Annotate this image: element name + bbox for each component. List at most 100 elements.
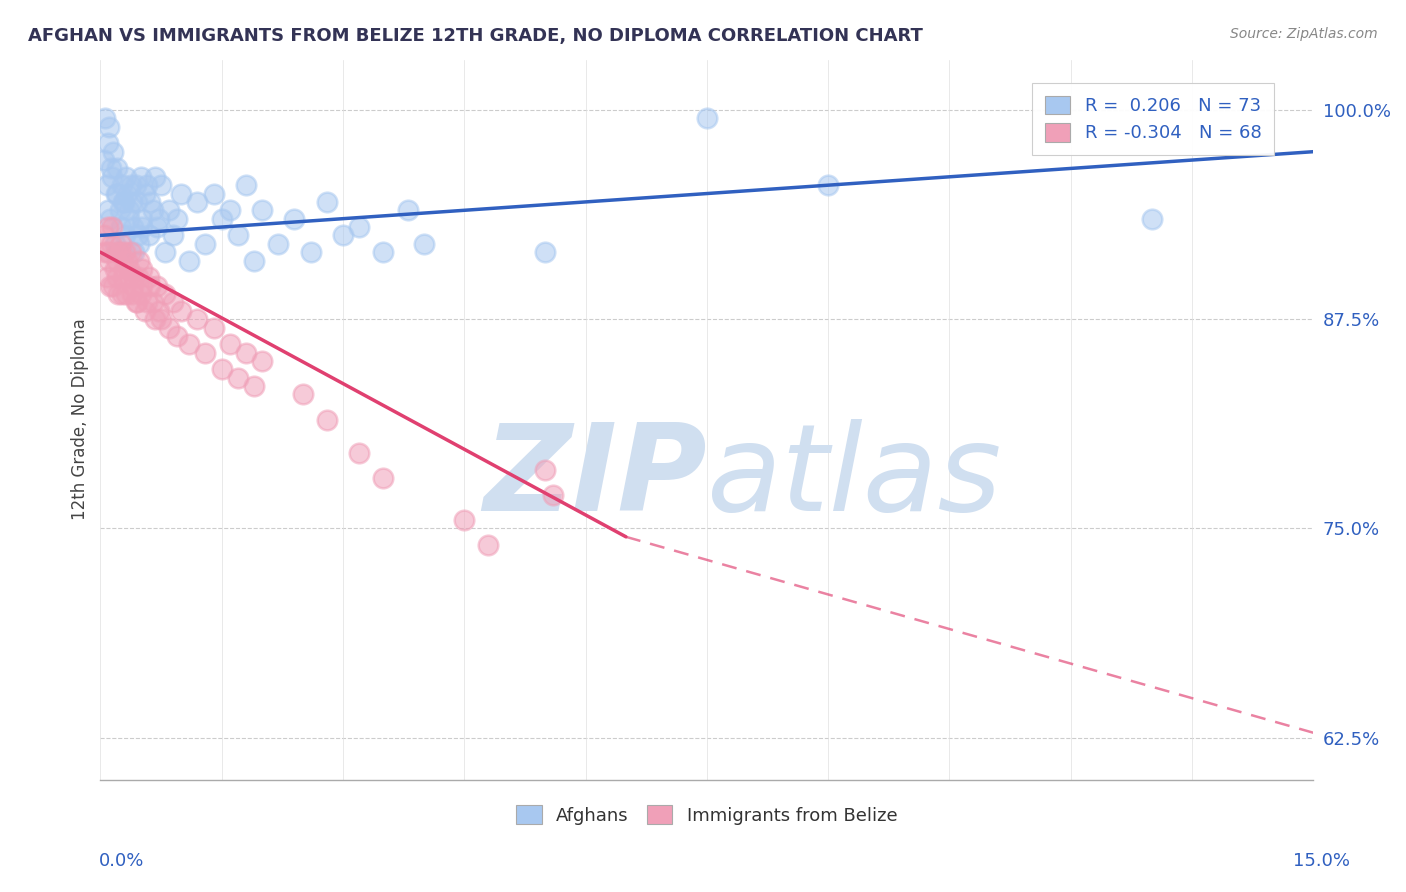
Point	[125, 295, 148, 310]
Point	[146, 220, 169, 235]
Point	[129, 169, 152, 184]
Point	[98, 211, 121, 226]
Point	[101, 169, 124, 184]
Point	[202, 320, 225, 334]
Point	[128, 253, 150, 268]
Point	[131, 211, 153, 226]
Point	[100, 236, 122, 251]
Point	[107, 245, 129, 260]
Point	[118, 203, 141, 218]
Point	[146, 278, 169, 293]
Point	[243, 253, 266, 268]
Point	[111, 270, 134, 285]
Point	[104, 236, 127, 251]
Point	[120, 245, 142, 260]
Point	[162, 295, 184, 310]
Point	[114, 228, 136, 243]
Point	[110, 236, 132, 251]
Point	[142, 203, 165, 218]
Point	[131, 220, 153, 235]
Point	[534, 245, 557, 260]
Point	[412, 236, 434, 251]
Point	[138, 228, 160, 243]
Point	[125, 295, 148, 310]
Point	[153, 287, 176, 301]
Point	[194, 236, 217, 251]
Point	[124, 270, 146, 285]
Point	[131, 261, 153, 276]
Point	[148, 303, 170, 318]
Point	[226, 370, 249, 384]
Point	[112, 261, 135, 276]
Point	[218, 203, 240, 218]
Point	[299, 245, 322, 260]
Point	[166, 329, 188, 343]
Point	[179, 253, 201, 268]
Point	[150, 312, 173, 326]
Point	[332, 228, 354, 243]
Point	[142, 295, 165, 310]
Point	[250, 354, 273, 368]
Point	[115, 253, 138, 268]
Point	[108, 203, 131, 218]
Point	[103, 278, 125, 293]
Point	[541, 488, 564, 502]
Text: 15.0%: 15.0%	[1292, 852, 1350, 870]
Point	[94, 112, 117, 126]
Legend: Afghans, Immigrants from Belize: Afghans, Immigrants from Belize	[506, 795, 908, 836]
Point	[110, 220, 132, 235]
Point	[118, 270, 141, 285]
Point	[124, 245, 146, 260]
Point	[105, 186, 128, 201]
Point	[98, 120, 121, 134]
Point	[111, 287, 134, 301]
Point	[315, 412, 337, 426]
Point	[129, 287, 152, 301]
Text: Source: ZipAtlas.com: Source: ZipAtlas.com	[1230, 27, 1378, 41]
Point	[96, 178, 118, 193]
Point	[93, 228, 115, 243]
Point	[143, 312, 166, 326]
Point	[211, 211, 233, 226]
Point	[114, 245, 136, 260]
Point	[105, 270, 128, 285]
Point	[93, 153, 115, 167]
Point	[104, 245, 127, 260]
Text: AFGHAN VS IMMIGRANTS FROM BELIZE 12TH GRADE, NO DIPLOMA CORRELATION CHART: AFGHAN VS IMMIGRANTS FROM BELIZE 12TH GR…	[28, 27, 922, 45]
Point	[121, 278, 143, 293]
Point	[534, 463, 557, 477]
Point	[121, 220, 143, 235]
Point	[120, 178, 142, 193]
Point	[157, 320, 180, 334]
Point	[128, 236, 150, 251]
Point	[373, 471, 395, 485]
Point	[347, 220, 370, 235]
Point	[134, 303, 156, 318]
Point	[315, 194, 337, 209]
Point	[105, 161, 128, 176]
Point	[179, 337, 201, 351]
Point	[226, 228, 249, 243]
Point	[94, 245, 117, 260]
Point	[134, 186, 156, 201]
Y-axis label: 12th Grade, No Diploma: 12th Grade, No Diploma	[72, 318, 89, 520]
Point	[136, 178, 159, 193]
Point	[817, 178, 839, 193]
Point	[267, 236, 290, 251]
Point	[477, 538, 499, 552]
Point	[250, 203, 273, 218]
Point	[98, 278, 121, 293]
Point	[186, 312, 208, 326]
Point	[97, 136, 120, 151]
Text: 0.0%: 0.0%	[98, 852, 143, 870]
Point	[283, 211, 305, 226]
Point	[115, 287, 138, 301]
Point	[125, 178, 148, 193]
Point	[235, 178, 257, 193]
Point	[98, 253, 121, 268]
Point	[243, 379, 266, 393]
Point	[194, 345, 217, 359]
Point	[148, 211, 170, 226]
Point	[202, 186, 225, 201]
Text: atlas: atlas	[707, 418, 1002, 536]
